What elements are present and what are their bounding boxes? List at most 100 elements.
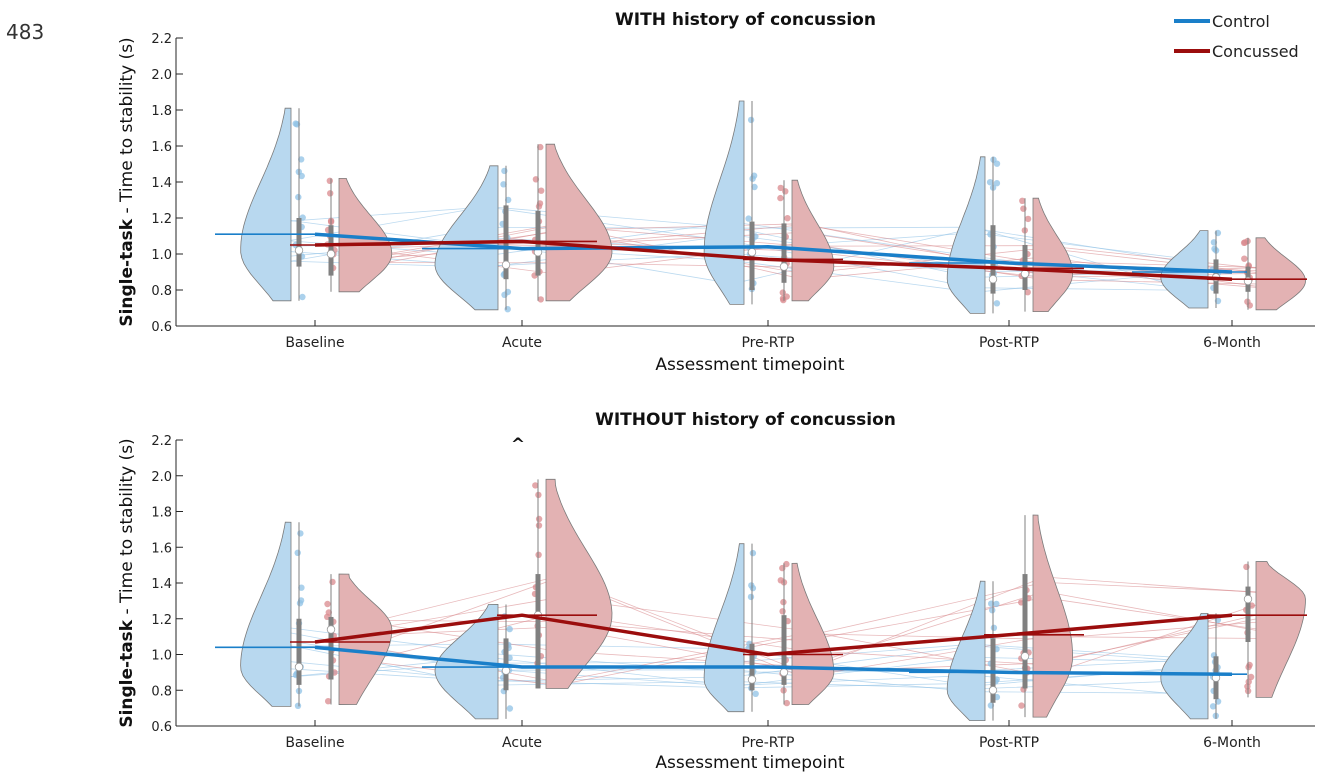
data-point-control [501, 167, 508, 175]
data-point-control [506, 705, 514, 712]
data-point-concussed [1024, 215, 1032, 223]
data-point-concussed [1020, 205, 1027, 212]
iqr-box [990, 225, 996, 294]
data-point-control [749, 549, 757, 557]
legend: Control Concussed [1174, 12, 1299, 61]
data-point-concussed [779, 564, 786, 572]
data-point-concussed [783, 699, 790, 707]
violin-control-pre-rtp [703, 543, 745, 713]
y-axis-label-rest: - Time to stability (s) [117, 37, 137, 219]
category-group-post-rtp [946, 514, 1074, 722]
panel-with-history: 0.6 0.8 1.0 1.2 1.4 1.6 1.8 2.0 2.2 WITH history … [117, 10, 1315, 375]
x-tick-label: Post-RTP [979, 335, 1039, 351]
violin-control-baseline [240, 107, 292, 302]
data-point-concussed [1245, 663, 1252, 671]
panel-title: WITHOUT history of concussion [595, 410, 896, 430]
y-tick-label: 1.6 [151, 541, 172, 556]
x-tick-label: 6-Month [1203, 335, 1261, 351]
data-point-concussed [783, 293, 790, 300]
y-tick-label: 2.0 [151, 470, 172, 485]
violin-control-acute [434, 165, 499, 311]
y-tick-label: 2.2 [151, 434, 172, 449]
y-tick-label: 1.6 [151, 140, 172, 155]
y-axis-label-bold: Single-task [117, 619, 137, 727]
data-point-control [990, 624, 998, 631]
y-tick-label: 0.8 [151, 284, 172, 299]
median-marker [501, 666, 511, 675]
data-point-control [294, 702, 302, 709]
iqr-box [781, 615, 787, 685]
legend-label-concussed: Concussed [1212, 42, 1299, 61]
y-tick-label: 0.6 [151, 720, 172, 735]
y-tick-label: 1.0 [151, 248, 172, 263]
violin-concussed-6-month [1255, 561, 1306, 698]
data-point-concussed [324, 600, 331, 608]
x-axis-label: Assessment timepoint [655, 753, 844, 773]
y-tick-label: 0.8 [151, 684, 172, 699]
violin-control-post-rtp [946, 580, 986, 722]
x-tick-label: Baseline [285, 735, 344, 751]
y-axis-label-rest: - Time to stability (s) [117, 438, 137, 620]
violin-concussed-baseline [338, 178, 393, 293]
data-point-concussed [535, 515, 543, 523]
category-group-baseline [240, 107, 393, 302]
legend-label-control: Control [1212, 12, 1270, 31]
data-point-concussed [784, 215, 791, 222]
violin-concussed-pre-rtp [791, 179, 835, 302]
category-group-acute [434, 478, 613, 720]
iqr-box [296, 618, 302, 685]
data-point-concussed [1241, 255, 1248, 262]
data-point-concussed [779, 289, 786, 296]
category-group-pre-rtp [703, 100, 835, 305]
median-marker [294, 662, 304, 672]
median-marker [501, 260, 511, 269]
violin-control-pre-rtp [703, 100, 745, 305]
data-point-concussed [777, 184, 784, 192]
data-point-control [749, 175, 756, 182]
x-tick-label: Pre-RTP [741, 735, 794, 751]
x-axis-label: Assessment timepoint [655, 355, 844, 375]
category-group-pre-rtp [703, 543, 835, 713]
violin-concussed-post-rtp [1032, 197, 1074, 312]
data-point-concussed [325, 698, 332, 705]
x-tick-label: Acute [502, 735, 542, 751]
data-point-concussed [537, 143, 544, 151]
data-point-control [993, 160, 1001, 167]
data-point-concussed [777, 194, 784, 202]
violin-control-post-rtp [946, 156, 986, 314]
data-point-concussed [1244, 298, 1251, 305]
data-point-control [501, 291, 508, 298]
median-marker [1020, 652, 1030, 661]
median-marker [1020, 269, 1030, 278]
data-point-concussed [783, 560, 790, 568]
data-point-control [989, 607, 996, 614]
data-point-concussed [532, 482, 539, 489]
data-point-control [748, 582, 755, 589]
panel-without-history: 0.6 0.8 1.0 1.2 1.4 1.6 1.8 2.0 2.2 WITHOUT histo… [117, 410, 1315, 773]
median-marker [988, 686, 998, 695]
median-marker [326, 249, 336, 259]
category-group-6-month [1160, 561, 1306, 720]
x-tick-label: Baseline [285, 335, 344, 351]
line-number: 483 [6, 20, 45, 44]
data-point-control [993, 300, 1001, 307]
violin-concussed-acute [545, 478, 613, 689]
iqr-box [1245, 586, 1251, 642]
data-point-control [298, 156, 305, 163]
category-group-6-month [1160, 229, 1306, 311]
median-marker [779, 262, 789, 271]
median-marker [747, 675, 757, 684]
data-point-concussed [777, 577, 784, 584]
data-point-concussed [1243, 563, 1250, 571]
y-tick-label: 2.2 [151, 32, 172, 47]
data-point-concussed [1018, 702, 1025, 709]
data-point-control [504, 306, 511, 313]
iqr-box [1022, 574, 1028, 689]
data-point-control [500, 181, 507, 188]
y-tick-label: 1.4 [151, 176, 172, 191]
y-tick-label: 1.2 [151, 613, 172, 628]
y-axis-label: Single-task - Time to stability (s) [117, 438, 137, 727]
violin-concussed-post-rtp [1032, 514, 1074, 718]
category-group-acute [434, 143, 613, 313]
